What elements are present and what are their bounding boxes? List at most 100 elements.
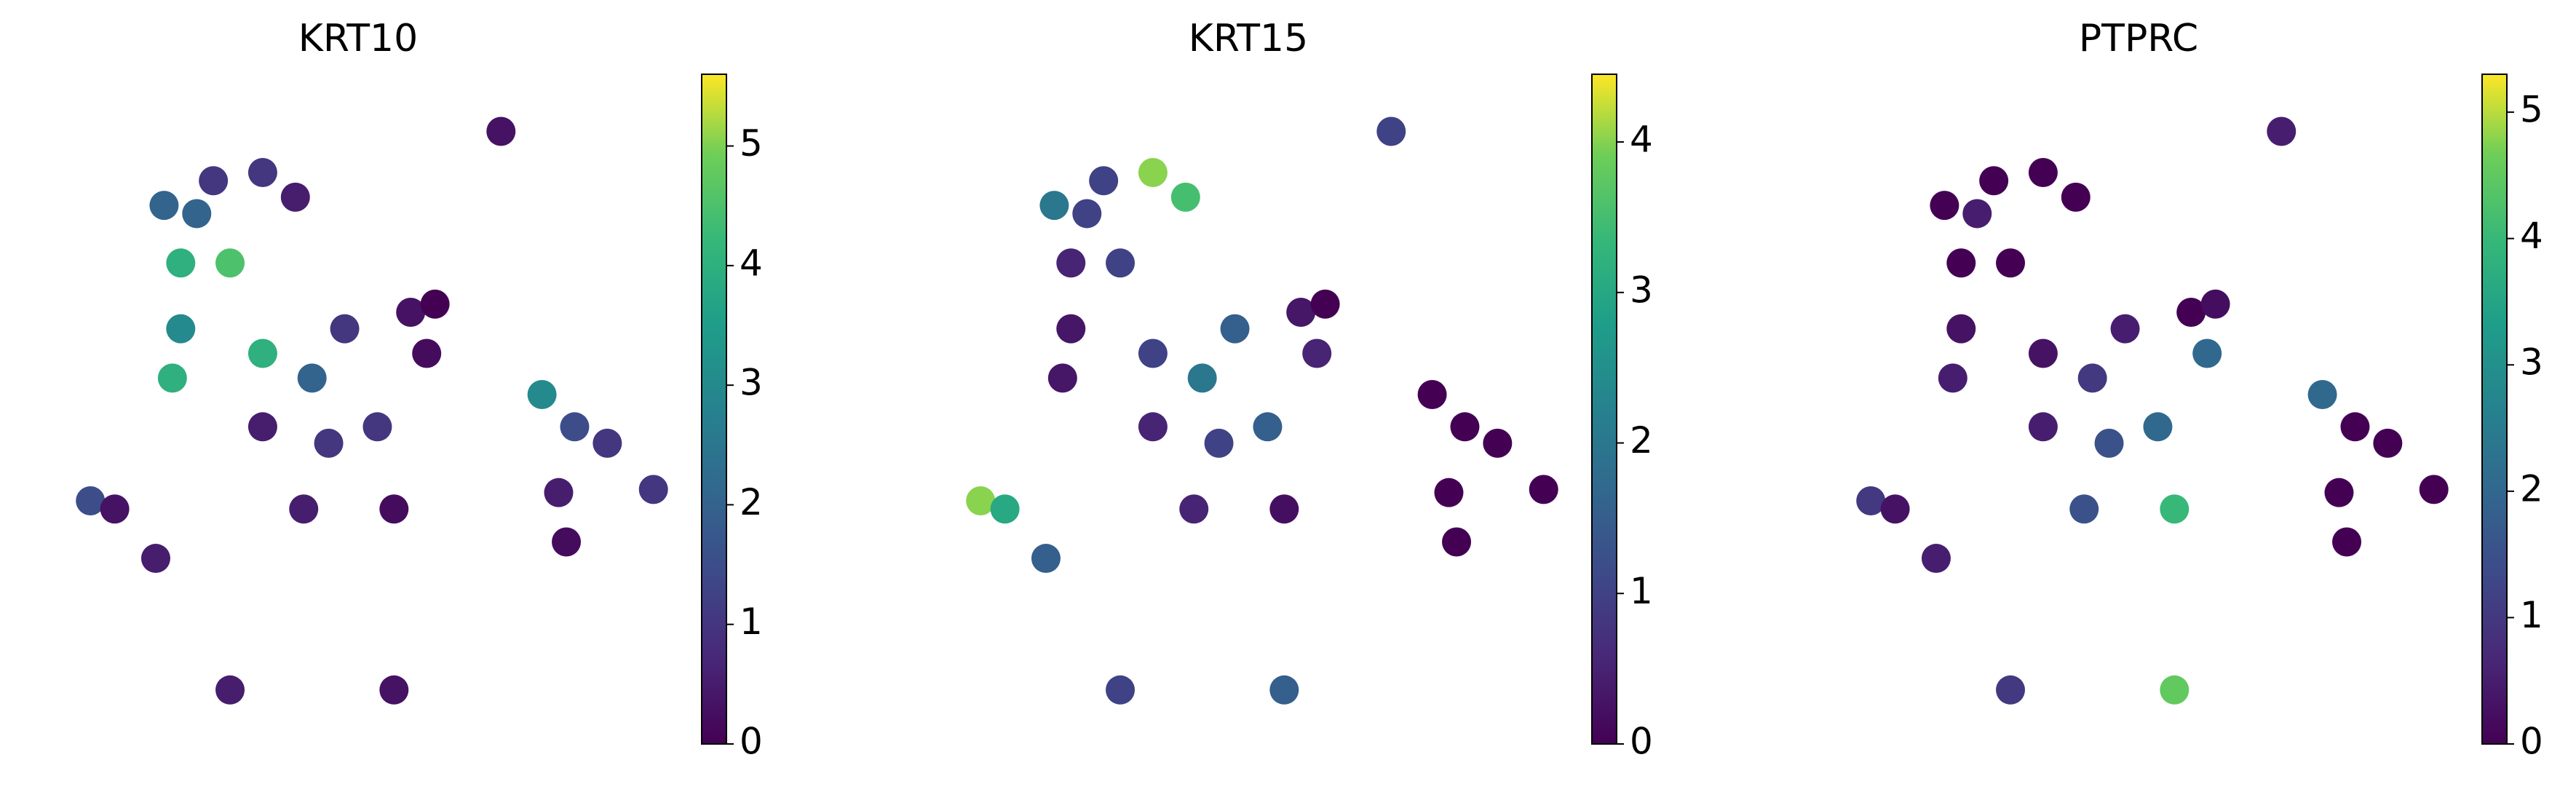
cell-point	[1138, 338, 1168, 368]
cell-point	[2028, 412, 2058, 442]
cell-point	[1220, 314, 1250, 344]
cell-point	[2061, 182, 2090, 212]
cell-point	[1946, 248, 1976, 278]
cell-point	[1253, 412, 1283, 442]
cell-point	[638, 475, 668, 504]
cell-point	[76, 486, 106, 515]
cell-point	[2419, 475, 2449, 504]
cell-point	[1039, 191, 1069, 221]
cell-point	[1442, 527, 1472, 557]
cell-point	[1031, 544, 1061, 574]
cell-point	[1138, 412, 1168, 442]
cell-point	[379, 675, 409, 705]
cell-point	[1072, 199, 1102, 229]
cell-point	[1187, 363, 1217, 393]
cell-point	[2077, 363, 2107, 393]
cell-point	[199, 166, 229, 196]
cell-point	[1269, 675, 1299, 705]
cell-point	[1483, 428, 1513, 458]
colorbar-tick-label: 2	[740, 481, 763, 523]
colorbar	[701, 74, 727, 745]
cell-point	[2267, 116, 2296, 146]
colorbar	[1591, 74, 1617, 745]
cell-point	[2160, 675, 2189, 705]
colorbar-tick-label: 3	[1630, 269, 1653, 311]
cell-point	[1302, 338, 1332, 368]
cell-point	[166, 248, 196, 278]
cell-point	[1056, 248, 1086, 278]
cell-point	[560, 412, 590, 442]
cell-point	[1170, 182, 1200, 212]
cell-point	[140, 544, 170, 574]
cell-point	[157, 363, 187, 393]
cell-point	[1450, 412, 1480, 442]
cell-point	[1179, 494, 1209, 524]
cell-point	[247, 338, 277, 368]
cell-point	[1938, 363, 1967, 393]
colorbar-tick-label: 1	[1630, 570, 1653, 612]
cell-point	[593, 428, 622, 458]
cell-point	[1310, 289, 1340, 319]
cell-point	[1204, 428, 1234, 458]
cell-point	[1996, 675, 2026, 705]
cell-point	[2324, 478, 2354, 507]
colorbar-tick-label: 3	[740, 362, 763, 404]
cell-point	[486, 116, 516, 146]
cell-point	[149, 191, 179, 221]
cell-point	[1269, 494, 1299, 524]
colorbar-tick-label: 0	[1630, 721, 1653, 763]
cell-point	[2160, 494, 2189, 524]
cell-point	[166, 314, 196, 344]
cell-point	[1529, 475, 1558, 504]
cell-point	[1417, 379, 1447, 409]
cell-point	[966, 486, 996, 515]
cell-point	[990, 494, 1020, 524]
cell-point	[420, 289, 450, 319]
cell-point	[1376, 116, 1406, 146]
cell-point	[2340, 412, 2370, 442]
cell-point	[100, 494, 130, 524]
cell-point	[2028, 338, 2058, 368]
colorbar-tick-label: 5	[2520, 89, 2543, 131]
cell-point	[2192, 338, 2222, 368]
cell-point	[396, 298, 426, 328]
colorbar-tick-label: 0	[740, 721, 763, 763]
colorbar-tick-label: 1	[2520, 594, 2543, 636]
chart-title: PTPRC	[2079, 17, 2198, 60]
cell-point	[552, 527, 582, 557]
cell-point	[2373, 428, 2403, 458]
cell-point	[2200, 289, 2230, 319]
cell-point	[1138, 157, 1168, 187]
cell-point	[1434, 478, 1464, 507]
cell-point	[544, 478, 574, 507]
cell-point	[2143, 412, 2173, 442]
chart-title: KRT15	[1189, 17, 1308, 60]
colorbar-tick-label: 4	[1630, 119, 1653, 161]
cell-point	[2110, 314, 2140, 344]
colorbar-tick-label: 2	[1630, 419, 1653, 462]
cell-point	[1921, 544, 1951, 574]
colorbar-tick-label: 5	[740, 122, 763, 165]
cell-point	[1946, 314, 1976, 344]
colorbar-tick-label: 2	[2520, 467, 2543, 510]
cell-point	[379, 494, 409, 524]
cell-point	[1106, 248, 1136, 278]
cell-point	[412, 338, 442, 368]
colorbar-tick-label: 1	[740, 601, 763, 643]
cell-point	[280, 182, 310, 212]
colorbar-tick-label: 4	[740, 242, 763, 284]
cell-point	[215, 248, 245, 278]
cell-point	[314, 428, 344, 458]
cell-point	[330, 314, 360, 344]
cell-point	[1979, 166, 2009, 196]
cell-point	[1880, 494, 1910, 524]
cell-point	[1962, 199, 1992, 229]
colorbar-tick-label: 3	[2520, 341, 2543, 384]
cell-point	[1047, 363, 1077, 393]
colorbar-tick-label: 0	[2520, 721, 2543, 763]
cell-point	[362, 412, 392, 442]
cell-point	[2176, 298, 2206, 328]
cell-point	[182, 199, 212, 229]
